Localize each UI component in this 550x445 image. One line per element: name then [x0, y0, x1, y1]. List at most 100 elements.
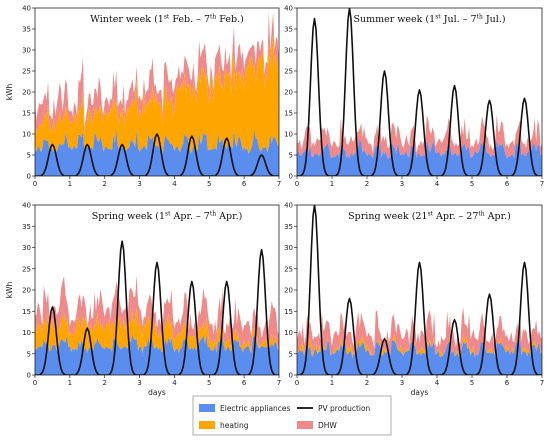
x-tick-label: 4 [435, 379, 440, 387]
legend-item: PV production [297, 404, 371, 413]
legend-frame [192, 395, 392, 436]
y-tick-label: 40 [22, 5, 31, 13]
x-tick-label: 0 [295, 379, 299, 387]
y-tick-label: 35 [284, 223, 293, 231]
chart-panel-4: 0 1 2 3 4 5 6 7 0 5 10 15 20 25 30 35 40 days Spring week … [284, 202, 544, 398]
dhw-area [35, 10, 279, 135]
x-tick-label: 3 [137, 180, 141, 188]
y-tick-label: 15 [284, 110, 293, 118]
chart-panel-3: 0 1 2 3 4 5 6 7 0 5 10 15 20 25 30 35 40 kWh days Spring we… [5, 202, 281, 398]
pv-production-line [35, 240, 279, 375]
y-tick-label: 40 [284, 5, 293, 13]
appliances-area [35, 128, 279, 176]
x-tick-label: 4 [172, 379, 177, 387]
x-tick-label: 2 [102, 379, 106, 387]
y-tick-label: 10 [22, 329, 31, 337]
x-tick-label: 0 [33, 180, 37, 188]
x-tick-label: 5 [470, 180, 474, 188]
x-tick-label: 3 [400, 180, 404, 188]
x-tick-label: 3 [137, 379, 141, 387]
chart-panel-1: 0 1 2 3 4 5 6 7 0 5 10 15 20 25 30 35 40 kWh Winter week (… [5, 5, 281, 189]
legend-item: Electric appliances [199, 404, 291, 413]
legend-swatch [199, 421, 215, 429]
x-tick-label: 7 [540, 180, 544, 188]
y-tick-label: 20 [284, 89, 293, 97]
pv-production-line [35, 133, 279, 176]
dhw-area [297, 307, 542, 357]
x-tick-label: 5 [470, 379, 474, 387]
heating-area [35, 307, 279, 354]
y-tick-label: 35 [22, 223, 31, 231]
y-tick-label: 40 [22, 202, 31, 210]
x-tick-label: 4 [172, 180, 177, 188]
y-tick-label: 25 [284, 68, 293, 76]
y-tick-label: 30 [284, 47, 293, 55]
y-tick-label: 40 [284, 202, 293, 210]
y-tick-label: 0 [27, 372, 31, 380]
y-tick-label: 15 [22, 308, 31, 316]
y-tick-label: 5 [289, 350, 293, 358]
x-tick-label: 7 [540, 379, 544, 387]
heating-area [35, 34, 279, 154]
x-tick-label: 6 [242, 379, 247, 387]
x-tick-label: 3 [400, 379, 404, 387]
y-tick-label: 20 [284, 287, 293, 295]
x-tick-label: 6 [242, 180, 247, 188]
y-tick-label: 10 [284, 329, 293, 337]
y-tick-label: 0 [27, 173, 31, 181]
panel-title: Summer week (1st Jul. – 7th Jul.) [353, 14, 505, 26]
y-axis-label: kWh [5, 281, 14, 298]
y-tick-label: 10 [22, 131, 31, 139]
pv-production-line [297, 8, 542, 176]
y-tick-label: 15 [22, 110, 31, 118]
legend-swatch [297, 421, 313, 429]
y-tick-label: 20 [22, 89, 31, 97]
legend-label: Electric appliances [220, 404, 291, 413]
y-tick-label: 5 [289, 152, 293, 160]
x-axis-label: days [411, 388, 429, 397]
x-tick-label: 7 [277, 180, 281, 188]
x-tick-label: 1 [68, 180, 72, 188]
x-tick-label: 7 [277, 379, 281, 387]
dhw-area [297, 114, 542, 159]
pv-production-line [297, 205, 542, 375]
x-tick-label: 2 [102, 180, 106, 188]
x-tick-label: 2 [365, 180, 369, 188]
panel-title: Spring week (21st Apr. – 27th Apr.) [348, 211, 511, 223]
y-tick-label: 35 [22, 26, 31, 34]
legend-label: PV production [318, 404, 371, 413]
legend: Electric appliances PV production heating D… [192, 395, 392, 436]
legend-label: heating [220, 421, 249, 430]
y-tick-label: 25 [284, 265, 293, 273]
x-tick-label: 2 [365, 379, 369, 387]
x-tick-label: 0 [295, 180, 299, 188]
x-tick-label: 5 [207, 379, 211, 387]
y-tick-label: 25 [22, 68, 31, 76]
x-tick-label: 1 [330, 379, 334, 387]
chart-panel-2: 0 1 2 3 4 5 6 7 0 5 10 15 20 25 30 35 40 Summer week (1st… [284, 5, 544, 189]
x-tick-label: 0 [33, 379, 37, 387]
y-tick-label: 5 [27, 152, 31, 160]
y-tick-label: 30 [22, 244, 31, 252]
legend-swatch [199, 404, 215, 412]
legend-item: DHW [297, 421, 337, 430]
panel-title: Spring week (1st Apr. – 7th Apr.) [92, 211, 243, 223]
y-tick-label: 0 [289, 173, 293, 181]
y-tick-label: 10 [284, 131, 293, 139]
y-tick-label: 20 [22, 287, 31, 295]
y-tick-label: 30 [22, 47, 31, 55]
heating-area [297, 334, 542, 359]
y-tick-label: 5 [27, 350, 31, 358]
dhw-area [35, 275, 279, 354]
x-tick-label: 6 [505, 180, 510, 188]
x-tick-label: 6 [505, 379, 510, 387]
y-tick-label: 0 [289, 372, 293, 380]
panel-title: Winter week (1st Feb. – 7th Feb.) [90, 14, 244, 26]
legend-label: DHW [318, 421, 337, 430]
x-tick-label: 4 [435, 180, 440, 188]
y-tick-label: 30 [284, 244, 293, 252]
y-tick-label: 35 [284, 26, 293, 34]
y-axis-label: kWh [5, 83, 14, 100]
x-tick-label: 5 [207, 180, 211, 188]
